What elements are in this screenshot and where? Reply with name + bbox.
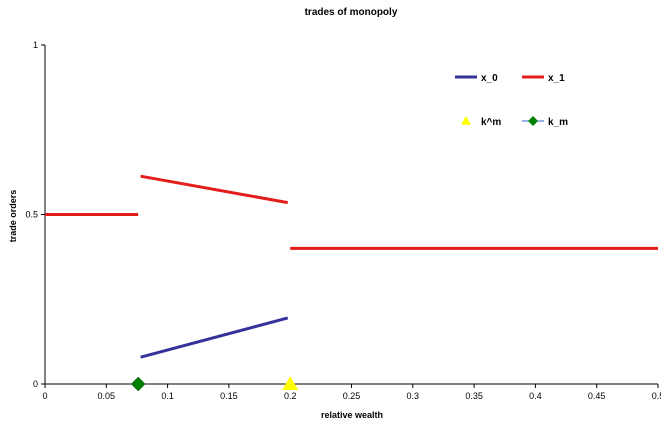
x-tick-label: 0.4 bbox=[529, 391, 542, 401]
legend-k-m-label: k^m bbox=[481, 117, 501, 128]
x-tick-label: 0.15 bbox=[220, 391, 238, 401]
y-tick-label: 0 bbox=[33, 379, 38, 389]
x-tick-label: 0.5 bbox=[652, 391, 661, 401]
y-tick-label: 1 bbox=[33, 40, 38, 50]
series-x-1-segment bbox=[140, 174, 289, 205]
series-k-m-marker bbox=[130, 376, 146, 392]
x-axis-label: relative wealth bbox=[321, 410, 383, 420]
legend-k-m-swatch bbox=[528, 116, 538, 126]
x-tick-label: 0.05 bbox=[98, 391, 116, 401]
plot-ticks: 0 0.05 0.1 0.15 0.2 0.25 0.3 0.35 0.4 0.45 0.5 0 0.5… bbox=[25, 40, 661, 401]
x-tick-label: 0.3 bbox=[407, 391, 420, 401]
y-tick-label: 0.5 bbox=[25, 210, 38, 220]
legend-k-m-swatch bbox=[461, 116, 471, 125]
x-tick-label: 0.35 bbox=[465, 391, 483, 401]
legend-x-1-label: x_1 bbox=[548, 73, 565, 84]
legend-k-m-label: k_m bbox=[548, 117, 568, 128]
chart-title: trades of monopoly bbox=[305, 7, 398, 18]
legend: x_0 x_1 k^m k_m bbox=[455, 73, 568, 128]
plot-series bbox=[45, 174, 658, 392]
series-x-0-segment bbox=[140, 316, 289, 359]
x-tick-label: 0.45 bbox=[588, 391, 606, 401]
x-tick-label: 0.2 bbox=[284, 391, 297, 401]
x-tick-label: 0 bbox=[42, 391, 47, 401]
x-tick-label: 0.25 bbox=[343, 391, 361, 401]
y-axis-label: trade orders bbox=[8, 190, 18, 243]
x-tick-label: 0.1 bbox=[161, 391, 174, 401]
series-k-m-marker bbox=[282, 376, 299, 390]
legend-x-0-label: x_0 bbox=[481, 73, 498, 84]
